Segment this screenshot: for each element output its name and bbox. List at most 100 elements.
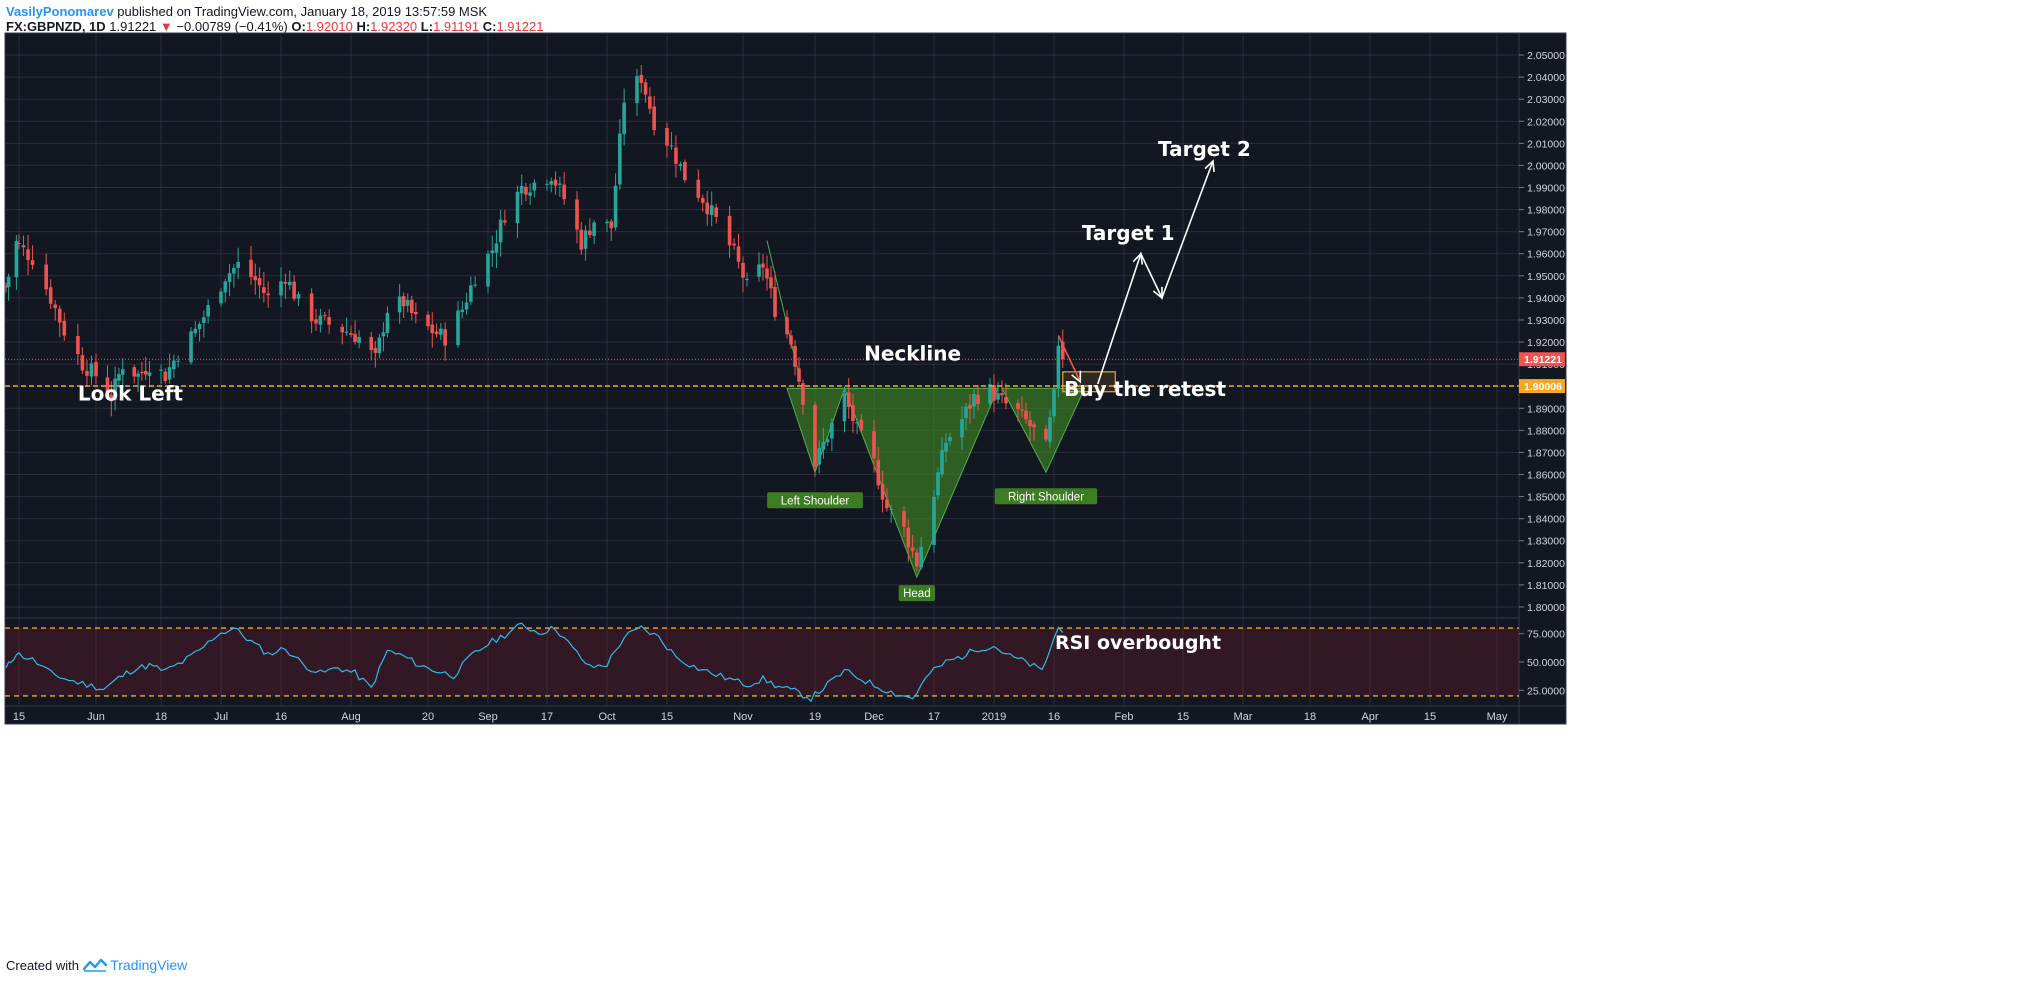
candle	[439, 323, 443, 341]
candle-body	[674, 147, 678, 164]
candle-body	[797, 368, 801, 382]
candle-body	[683, 161, 687, 181]
open-label: O:	[291, 19, 306, 34]
candle	[17, 234, 21, 250]
price-tick-label: 1.93000	[1527, 315, 1565, 327]
candle	[639, 65, 644, 93]
candle-body	[340, 326, 345, 333]
rsi-overbought-label: RSI overbought	[1055, 632, 1221, 654]
candle-body	[902, 511, 906, 527]
candle	[469, 276, 473, 306]
candle	[972, 389, 976, 419]
candle	[283, 273, 288, 300]
candle-body	[532, 182, 537, 191]
retest-box	[1062, 371, 1116, 393]
rsi-line	[5, 622, 1064, 703]
chart-frame	[4, 32, 1567, 725]
candle	[253, 263, 258, 295]
candle	[385, 306, 390, 338]
candle-body	[405, 300, 410, 306]
candle	[872, 420, 876, 473]
candle	[163, 368, 168, 384]
price-tick-label: 2.00000	[1527, 160, 1565, 172]
candle	[292, 275, 296, 302]
candle	[964, 403, 968, 431]
candle-body	[964, 406, 968, 419]
candle-body	[373, 348, 378, 353]
candle-body	[409, 299, 414, 314]
candle-body	[117, 374, 121, 381]
candle-body	[414, 312, 418, 315]
time-tick-label: May	[1487, 711, 1508, 723]
candle	[503, 210, 507, 226]
candle	[669, 132, 674, 150]
candle	[944, 432, 948, 463]
candle	[652, 96, 656, 136]
price-tick-label: 1.87000	[1527, 447, 1565, 459]
time-tick-label: Dec	[864, 711, 884, 723]
price-tick-label: 2.04000	[1527, 72, 1565, 84]
candle	[117, 367, 121, 388]
tradingview-brand[interactable]: TradingView	[110, 957, 188, 973]
candle	[813, 401, 817, 477]
candle-body	[109, 394, 114, 402]
candle	[1060, 329, 1065, 368]
candle-body	[292, 281, 296, 299]
candle	[1028, 411, 1032, 441]
candle	[405, 293, 410, 313]
rsi-tick-label: 25.0000	[1527, 685, 1565, 697]
candle	[683, 159, 687, 183]
candle	[976, 384, 980, 411]
candle-body	[132, 367, 137, 377]
candle-body	[369, 337, 374, 351]
candle	[202, 310, 206, 338]
candle-body	[575, 199, 579, 230]
candle-body	[678, 164, 683, 166]
candle	[1000, 380, 1004, 404]
candle-body	[643, 82, 648, 95]
candle-body	[948, 437, 952, 441]
left-shoulder-label: Left Shoulder	[767, 492, 863, 509]
candle-body	[202, 317, 206, 323]
candle	[176, 355, 180, 368]
candle	[562, 172, 566, 205]
candle-body	[486, 253, 490, 287]
candle-body	[741, 262, 745, 278]
candle-body	[524, 186, 528, 195]
price-change: −0.00789 (−0.41%)	[176, 19, 288, 34]
candle	[1052, 385, 1056, 423]
target-1-label: Target 1	[1082, 221, 1175, 245]
tradingview-logo-icon[interactable]	[82, 958, 107, 975]
time-tick-label: 18	[1304, 711, 1316, 723]
candle	[1004, 383, 1008, 410]
candle	[876, 446, 881, 490]
candle	[678, 161, 683, 171]
price-tick-label: 1.99000	[1527, 183, 1565, 195]
candle	[524, 183, 528, 202]
time-tick-label: 15	[661, 711, 673, 723]
pullback-arrow-line	[1057, 335, 1081, 383]
candle	[851, 393, 855, 433]
candle	[85, 359, 89, 387]
candle-body	[249, 259, 253, 278]
candle-body	[401, 296, 406, 307]
candle-body	[944, 442, 948, 452]
candle	[340, 323, 345, 345]
candle-body	[553, 179, 558, 186]
candle	[635, 68, 639, 116]
candle-body	[1032, 424, 1036, 428]
candle-body	[515, 191, 520, 224]
price-tick-label: 1.94000	[1527, 293, 1565, 305]
author-link[interactable]: VasilyPonomarev	[6, 4, 114, 19]
candle	[26, 234, 30, 276]
head-triangle	[843, 387, 999, 579]
label-text: Right Shoulder	[1008, 491, 1084, 503]
candle	[906, 519, 911, 562]
candle-body	[443, 329, 447, 346]
candle-body	[821, 441, 826, 450]
time-tick-label: 17	[541, 711, 553, 723]
candle-body	[460, 309, 465, 313]
candle	[349, 325, 353, 338]
price-tick-label: 1.97000	[1527, 227, 1565, 239]
